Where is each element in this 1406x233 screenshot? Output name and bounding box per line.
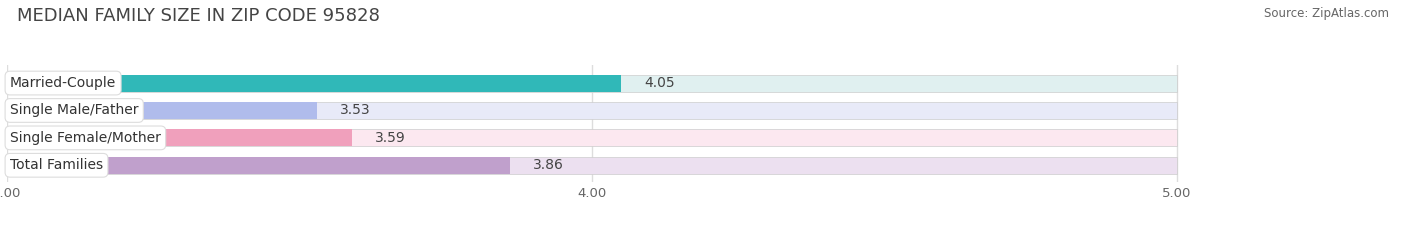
Text: Source: ZipAtlas.com: Source: ZipAtlas.com — [1264, 7, 1389, 20]
Text: 4.05: 4.05 — [644, 76, 675, 90]
Bar — [7, 102, 316, 119]
Text: 3.86: 3.86 — [533, 158, 564, 172]
Text: 3.53: 3.53 — [340, 103, 371, 117]
Text: Single Female/Mother: Single Female/Mother — [10, 131, 160, 145]
Text: 3.59: 3.59 — [375, 131, 406, 145]
Text: Single Male/Father: Single Male/Father — [10, 103, 138, 117]
Bar — [7, 75, 621, 92]
Bar — [7, 75, 1177, 92]
Text: MEDIAN FAMILY SIZE IN ZIP CODE 95828: MEDIAN FAMILY SIZE IN ZIP CODE 95828 — [17, 7, 380, 25]
Bar — [7, 157, 1177, 174]
Bar — [7, 129, 351, 146]
Text: Married-Couple: Married-Couple — [10, 76, 117, 90]
Bar — [7, 157, 510, 174]
Text: Total Families: Total Families — [10, 158, 103, 172]
Bar — [7, 129, 1177, 146]
Bar — [7, 102, 1177, 119]
